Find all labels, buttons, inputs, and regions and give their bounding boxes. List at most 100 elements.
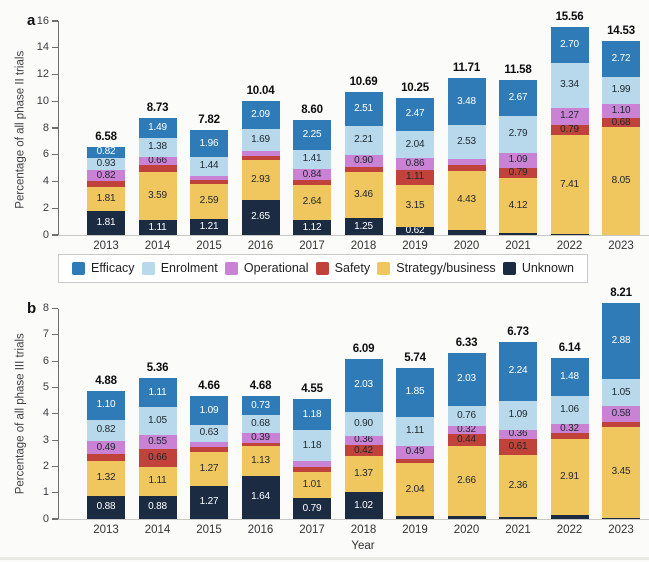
bar-segment-value: 0.49 <box>405 446 425 458</box>
bar-segment-unknown <box>550 515 589 519</box>
bar-segment-value: 0.79 <box>560 123 579 135</box>
y-tick-mark <box>52 518 58 520</box>
bar-segment-enrolment: 1.38 <box>138 138 177 157</box>
bar-segment-value: 3.48 <box>457 95 476 107</box>
bar-segment-strategy-business: 3.45 <box>602 426 640 518</box>
bar-segment-operational <box>190 175 228 181</box>
bar-total-label: 11.58 <box>504 64 532 77</box>
bar-segment-value: 0.73 <box>251 399 270 411</box>
bar-segment-value: 0.82 <box>96 169 116 181</box>
bar-segment-value: 1.02 <box>354 499 373 511</box>
bar-segment-value: 1.11 <box>406 171 424 183</box>
bar-segment-strategy-business: 2.36 <box>499 455 537 518</box>
bar-segment-value: 2.09 <box>251 108 270 120</box>
panel-a-letter: a <box>27 12 36 29</box>
bar-segment-value: 2.04 <box>405 138 425 150</box>
bar-segment-value: 1.64 <box>251 491 270 503</box>
bar-segment-value: 0.90 <box>354 417 373 429</box>
x-tick-label: 2014 <box>144 240 171 252</box>
bar-segment-safety <box>396 458 434 463</box>
y-tick-mark <box>52 413 58 415</box>
legend-swatch <box>224 262 238 275</box>
legend-item-enrolment: Enrolment <box>141 261 218 276</box>
y-tick-mark <box>52 73 58 76</box>
bar-segment-enrolment: 0.68 <box>241 415 280 433</box>
bar-segment-value: 0.90 <box>354 155 373 167</box>
panel-b-y-axis-title: Percentage of all phase III trials <box>14 333 27 495</box>
bar-segment-efficacy: 1.85 <box>396 368 434 417</box>
x-tick-label: 2015 <box>196 240 222 252</box>
bar-segment-operational: 0.32 <box>550 423 589 433</box>
bar-segment-value: 2.66 <box>457 474 476 486</box>
bar-segment-unknown <box>602 517 640 519</box>
bar-segment-strategy-business: 7.41 <box>550 135 589 235</box>
bar-segment-value: 0.82 <box>96 146 116 158</box>
y-tick-mark <box>52 207 58 209</box>
bar-segment-value: 1.81 <box>96 216 116 228</box>
legend-swatch <box>141 262 155 275</box>
bar-segment-efficacy: 1.96 <box>190 130 228 157</box>
bar-total-label: 4.55 <box>301 383 323 396</box>
bar-total-label: 8.21 <box>610 287 632 300</box>
bar-segment-enrolment: 1.06 <box>550 396 589 425</box>
bar-segment-value: 1.06 <box>560 404 579 416</box>
bar-segment-enrolment: 1.05 <box>602 378 640 407</box>
bar-segment-value: 0.93 <box>96 158 116 170</box>
bar-segment-value: 0.84 <box>302 168 322 180</box>
bar-segment-efficacy: 2.47 <box>396 97 434 131</box>
bar-segment-value: 3.34 <box>560 79 579 91</box>
bar-segment-strategy-business: 1.81 <box>87 186 125 211</box>
bar-segment-strategy-business: 1.27 <box>190 452 228 486</box>
bar-segment-operational: 0.36 <box>499 429 537 440</box>
bar-segment-value: 8.05 <box>611 175 631 187</box>
bar-segment-safety <box>602 421 640 427</box>
bar-segment-value: 0.82 <box>96 424 116 436</box>
bar-segment-enrolment: 2.21 <box>344 125 383 156</box>
legend-label: Enrolment <box>160 261 218 276</box>
x-tick-label: 2016 <box>247 240 274 252</box>
x-tick-label: 2023 <box>608 524 634 536</box>
bar-segment-unknown <box>499 517 537 519</box>
bar-segment-value: 2.65 <box>251 211 270 223</box>
x-tick-label: 2014 <box>144 524 171 536</box>
bar-segment-safety <box>190 447 228 453</box>
bar-segment-value: 1.69 <box>251 133 270 145</box>
bar-segment-value: 2.91 <box>560 470 579 482</box>
legend-swatch <box>315 262 329 275</box>
bar-segment-enrolment: 0.93 <box>87 157 125 171</box>
bar-segment-value: 2.67 <box>508 91 528 103</box>
bar-segment-efficacy: 1.10 <box>87 390 125 420</box>
y-tick-mark <box>52 334 58 336</box>
bar-segment-operational: 0.39 <box>241 433 280 444</box>
bar-segment-value: 1.10 <box>611 104 631 116</box>
y-tick-mark <box>52 465 58 467</box>
bar-segment-unknown <box>550 234 589 235</box>
y-tick-mark <box>52 127 58 129</box>
bar-segment-strategy-business: 1.37 <box>344 456 383 493</box>
bar-segment-strategy-business: 3.59 <box>138 172 177 221</box>
bar-segment-operational: 0.66 <box>138 156 177 166</box>
bar-segment-value: 1.32 <box>96 472 116 484</box>
bar-segment-value: 2.51 <box>354 102 373 114</box>
bar-segment-safety <box>550 432 589 439</box>
bar-segment-safety: 0.68 <box>602 116 640 128</box>
bar-segment-value: 0.68 <box>611 116 631 128</box>
bar-segment-unknown: 1.21 <box>190 218 228 235</box>
bar-total-label: 10.04 <box>246 84 275 97</box>
bar-segment-safety: 0.42 <box>344 445 383 457</box>
bar-segment-value: 1.11 <box>406 425 424 437</box>
bar-segment-unknown: 1.27 <box>190 485 228 519</box>
bar-segment-enrolment: 0.63 <box>190 425 228 442</box>
bar-total-label: 14.53 <box>607 24 635 37</box>
x-tick-label: 2021 <box>505 240 531 252</box>
bar-segment-enrolment: 3.34 <box>550 62 589 108</box>
bar-segment-unknown: 0.88 <box>138 495 177 519</box>
bar-segment-strategy-business: 2.59 <box>190 184 228 219</box>
bar-segment-value: 0.79 <box>508 167 528 178</box>
bar-segment-value: 0.58 <box>611 408 631 420</box>
bar-segment-value: 2.88 <box>611 334 631 346</box>
bar-total-label: 6.73 <box>507 326 529 338</box>
bar-segment-value: 1.05 <box>148 415 167 427</box>
legend-label: Unknown <box>521 261 574 276</box>
bar-segment-enrolment: 1.44 <box>190 156 228 176</box>
